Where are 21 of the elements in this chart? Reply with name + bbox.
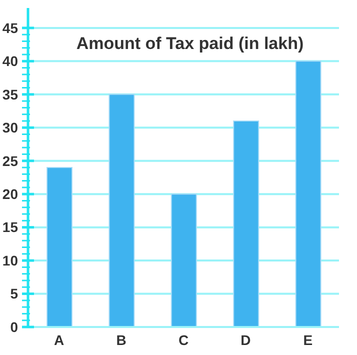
x-tick-label: D — [240, 332, 251, 348]
y-tick-label: 10 — [2, 252, 18, 268]
bar — [108, 94, 135, 327]
x-tick-label: C — [178, 332, 189, 348]
y-tick-label: 45 — [2, 20, 18, 36]
bar — [46, 167, 72, 327]
y-tick-label: 30 — [2, 120, 18, 136]
y-tick-label: 15 — [2, 219, 18, 236]
y-tick-label: 25 — [2, 152, 18, 169]
y-tick-label: 5 — [10, 286, 18, 302]
x-tick-label: E — [303, 332, 313, 348]
x-tick-label: A — [54, 332, 64, 348]
text: Amount of Tax paid (in lakh) — [75, 34, 305, 54]
x-tick-label: B — [116, 332, 126, 348]
y-tick-label: 20 — [2, 186, 18, 202]
y-tick-label: 35 — [2, 86, 18, 102]
y-tick-label: 40 — [2, 53, 18, 70]
bar — [233, 120, 260, 327]
y-tick-label: 0 — [10, 318, 18, 335]
bar — [170, 194, 197, 327]
bar — [295, 60, 322, 327]
